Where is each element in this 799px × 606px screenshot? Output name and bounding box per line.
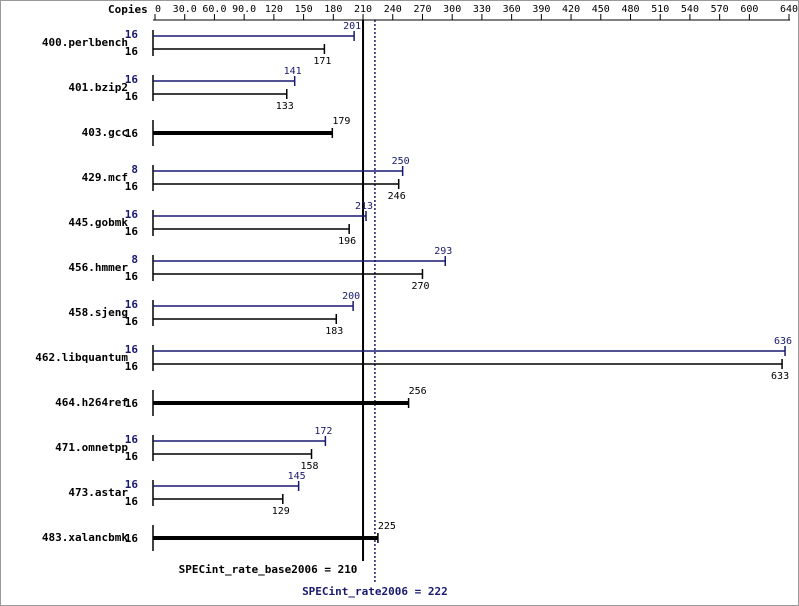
benchmark-name: 464.h264ref — [55, 396, 128, 409]
copies-label: 16 — [125, 343, 139, 356]
benchmark-name: 429.mcf — [82, 171, 128, 184]
x-tick-label: 300 — [443, 4, 461, 15]
x-tick-label: 330 — [473, 4, 491, 15]
copies-label: 16 — [125, 397, 139, 410]
copies-label: 16 — [125, 127, 139, 140]
x-tick-label: 180 — [324, 4, 342, 15]
reference-label: SPECint_rate_base2006 = 210 — [179, 563, 358, 576]
copies-label: 16 — [125, 495, 139, 508]
x-tick-label: 150 — [295, 4, 313, 15]
x-tick-label: 210 — [354, 4, 372, 15]
x-tick-label: 600 — [740, 4, 758, 15]
x-tick-label: 510 — [651, 4, 669, 15]
value-label: 145 — [288, 471, 306, 482]
x-tick-label: 30.0 — [173, 4, 197, 15]
benchmark-name: 445.gobmk — [68, 216, 128, 229]
copies-label: 16 — [125, 532, 139, 545]
copies-label: 16 — [125, 360, 139, 373]
copies-label: 16 — [125, 298, 139, 311]
benchmark-name: 458.sjeng — [68, 306, 128, 319]
x-tick-label: 270 — [413, 4, 431, 15]
copies-label: 16 — [125, 208, 139, 221]
value-label: 141 — [284, 66, 302, 77]
value-label: 250 — [392, 156, 410, 167]
value-label: 172 — [314, 426, 332, 437]
value-label: 133 — [276, 101, 294, 112]
benchmark-name: 456.hmmer — [68, 261, 128, 274]
x-tick-label: 640 — [780, 4, 798, 15]
benchmark-name: 401.bzip2 — [68, 81, 128, 94]
x-tick-label: 120 — [265, 4, 283, 15]
x-tick-label: 480 — [621, 4, 639, 15]
copies-label: 16 — [125, 433, 139, 446]
copies-label: 16 — [125, 73, 139, 86]
benchmark-name: 462.libquantum — [35, 351, 128, 364]
x-tick-label: 60.0 — [202, 4, 226, 15]
value-label: 158 — [300, 461, 318, 472]
value-label: 196 — [338, 236, 356, 247]
copies-label: 16 — [125, 180, 139, 193]
value-label: 633 — [771, 371, 789, 382]
value-label: 270 — [411, 281, 429, 292]
copies-label: 16 — [125, 225, 139, 238]
benchmark-name: 400.perlbench — [42, 36, 128, 49]
value-label: 200 — [342, 291, 360, 302]
x-tick-label: 390 — [532, 4, 550, 15]
benchmark-name: 403.gcc — [82, 126, 128, 139]
value-label: 293 — [434, 246, 452, 257]
value-label: 201 — [343, 21, 361, 32]
copies-label: 16 — [125, 270, 139, 283]
value-label: 179 — [332, 116, 350, 127]
benchmark-name: 473.astar — [68, 486, 128, 499]
x-tick-label: 360 — [503, 4, 521, 15]
x-tick-label: 240 — [384, 4, 402, 15]
copies-label: 16 — [125, 90, 139, 103]
x-tick-label: 90.0 — [232, 4, 256, 15]
benchmark-name: 483.xalancbmk — [42, 531, 128, 544]
value-label: 129 — [272, 506, 290, 517]
copies-label: 16 — [125, 28, 139, 41]
value-label: 213 — [355, 201, 373, 212]
copies-label: 16 — [125, 450, 139, 463]
copies-label: 16 — [125, 315, 139, 328]
x-tick-label: 0 — [155, 4, 161, 15]
copies-label: 16 — [125, 478, 139, 491]
value-label: 256 — [409, 386, 427, 397]
copies-label: 16 — [125, 45, 139, 58]
value-label: 171 — [313, 56, 331, 67]
x-tick-label: 420 — [562, 4, 580, 15]
axis-label: Copies — [108, 3, 148, 16]
value-label: 225 — [378, 521, 396, 532]
copies-label: 8 — [131, 163, 138, 176]
benchmark-name: 471.omnetpp — [55, 441, 128, 454]
x-tick-label: 450 — [592, 4, 610, 15]
x-tick-label: 540 — [681, 4, 699, 15]
copies-label: 8 — [131, 253, 138, 266]
reference-label: SPECint_rate2006 = 222 — [302, 585, 448, 598]
x-tick-label: 570 — [711, 4, 729, 15]
value-label: 636 — [774, 336, 792, 347]
value-label: 183 — [325, 326, 343, 337]
value-label: 246 — [388, 191, 406, 202]
